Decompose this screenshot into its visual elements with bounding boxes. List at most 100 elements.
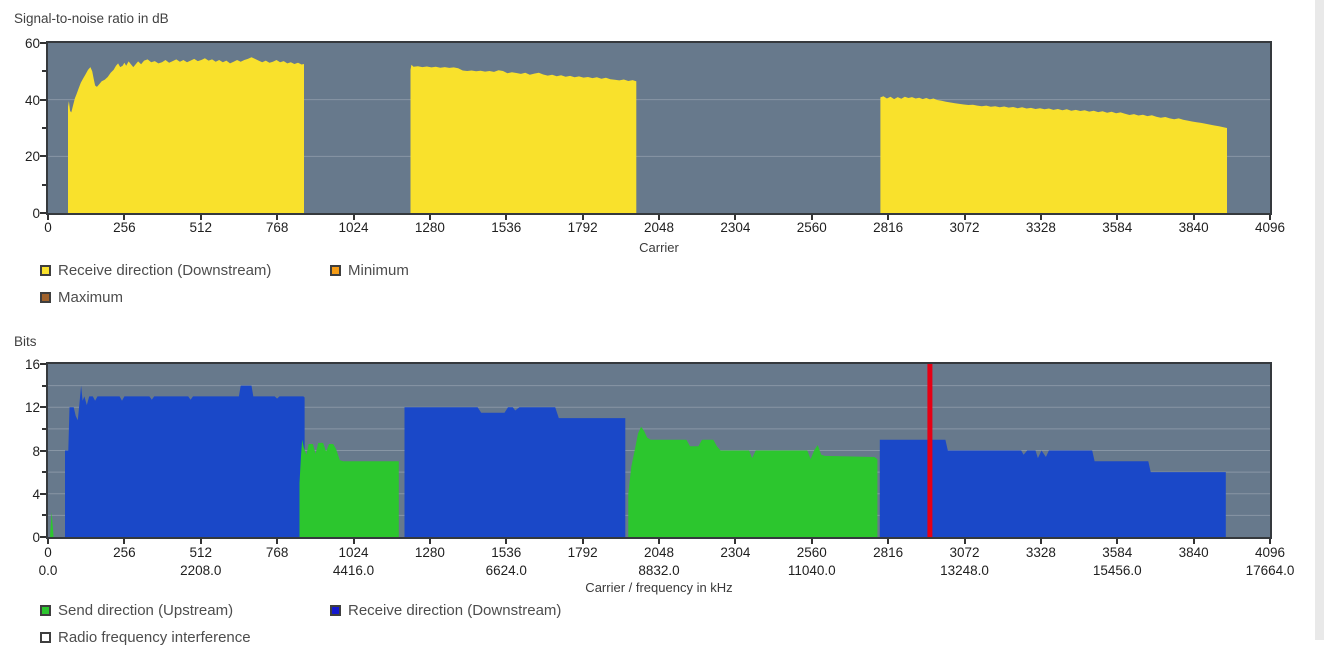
x-tick-mark [581, 539, 584, 544]
y-tick-label: 4 [32, 486, 40, 502]
x-tick-label: 1024 [338, 545, 369, 560]
y-tick-label: 60 [24, 36, 40, 51]
x-tick-label: 4096 [1254, 220, 1286, 235]
x-tick-mark [734, 215, 737, 220]
x-tick-mark [1116, 215, 1119, 220]
x-tick-frequency-label: 4416.0 [332, 563, 375, 578]
x-tick-mark [199, 215, 202, 220]
x-tick-mark [581, 215, 584, 220]
x-tick-frequency-label: 13248.0 [940, 563, 989, 578]
snr-chart-title: Signal-to-noise ratio in dB [14, 11, 169, 26]
x-tick-mark [1192, 539, 1195, 544]
x-tick-mark [276, 539, 279, 544]
x-tick-mark [1039, 215, 1042, 220]
send-direction-upstream-area [299, 439, 399, 537]
x-tick-mark [123, 539, 126, 544]
x-tick-frequency-label: 17664.0 [1245, 563, 1295, 578]
x-tick-mark [1269, 215, 1271, 220]
y-tick-mark [40, 406, 46, 409]
x-tick-label: 2048 [643, 220, 675, 235]
legend-item-maximum: Maximum [40, 288, 123, 306]
receive-direction-downstream-area [880, 96, 1227, 213]
bits-plot-svg [48, 364, 1270, 537]
legend-label: Minimum [348, 261, 409, 279]
receive-direction-downstream-area [68, 57, 304, 213]
x-tick-label: 1792 [567, 220, 598, 235]
y-tick-label: 8 [32, 443, 40, 459]
receive-direction-downstream-area [410, 64, 637, 213]
legend-item-minimum: Minimum [330, 261, 409, 279]
y-tick-label: 0 [32, 206, 40, 221]
legend-item-radio-frequency-interference: Radio frequency interference [40, 628, 251, 646]
x-tick-mark [887, 215, 890, 220]
x-tick-frequency-label: 6624.0 [485, 563, 527, 578]
x-tick-label: 3584 [1102, 220, 1133, 235]
x-tick-label: 3840 [1178, 220, 1209, 235]
x-tick-mark [352, 539, 355, 544]
x-tick-label: 3072 [949, 545, 980, 560]
x-tick-mark [352, 215, 355, 220]
y-tick-mark-minor [42, 183, 46, 186]
legend-swatch-icon [40, 604, 51, 616]
x-tick-mark [1116, 539, 1119, 544]
x-tick-label: 2048 [643, 545, 675, 560]
x-tick-mark [428, 215, 431, 220]
x-tick-label: 2304 [720, 545, 751, 560]
x-tick-label: 3840 [1178, 545, 1209, 560]
y-tick-mark-minor [42, 427, 46, 430]
x-tick-label: 3328 [1025, 545, 1056, 560]
legend-swatch-icon [40, 264, 51, 276]
bits-x-axis-label: Carrier / frequency in kHz [585, 580, 733, 595]
x-tick-label: 256 [113, 220, 136, 235]
x-tick-label: 0 [44, 220, 52, 235]
scrollbar[interactable] [1315, 0, 1324, 640]
legend-label: Radio frequency interference [58, 628, 251, 646]
x-tick-label: 2816 [873, 545, 904, 560]
x-tick-label: 4096 [1254, 545, 1286, 560]
y-tick-label: 40 [24, 92, 40, 108]
x-tick-mark [963, 539, 966, 544]
x-tick-mark [47, 539, 49, 544]
y-tick-label: 12 [24, 400, 40, 416]
legend-item-send-direction-upstream: Send direction (Upstream) [40, 601, 233, 619]
x-tick-mark [963, 215, 966, 220]
y-tick-label: 20 [24, 149, 40, 165]
receive-direction-downstream-area [404, 407, 626, 537]
y-tick-mark [40, 536, 46, 538]
y-tick-mark [40, 98, 46, 101]
y-tick-mark [40, 212, 46, 214]
x-tick-frequency-label: 11040.0 [787, 563, 836, 578]
legend-label: Receive direction (Downstream) [58, 261, 272, 279]
y-tick-mark [40, 155, 46, 158]
x-tick-mark [1269, 539, 1271, 544]
bits-chart-title: Bits [14, 334, 37, 349]
legend-label: Maximum [58, 288, 124, 306]
y-tick-mark-minor [42, 471, 46, 474]
x-tick-label: 2560 [796, 545, 827, 560]
x-tick-label: 3584 [1102, 545, 1133, 560]
send-direction-upstream-area [628, 426, 878, 537]
legend-swatch-icon [330, 604, 341, 616]
x-tick-frequency-label: 0.0 [38, 563, 58, 578]
y-tick-mark [40, 449, 46, 452]
receive-direction-downstream-area [879, 439, 1226, 537]
x-tick-label: 1536 [491, 545, 522, 560]
x-tick-label: 256 [113, 545, 136, 560]
x-tick-label: 1536 [491, 220, 522, 235]
x-tick-label: 1024 [338, 220, 369, 235]
legend-swatch-icon [40, 631, 51, 643]
x-tick-label: 1792 [567, 545, 598, 560]
legend-swatch-icon [330, 264, 341, 276]
x-tick-label: 768 [265, 220, 289, 235]
x-tick-mark [734, 539, 737, 544]
x-tick-label: 2560 [796, 220, 827, 235]
send-direction-upstream-area [50, 512, 54, 537]
x-tick-label: 3328 [1025, 220, 1056, 235]
x-tick-mark [658, 215, 660, 220]
x-tick-frequency-label: 15456.0 [1092, 563, 1142, 578]
x-tick-label: 1280 [414, 545, 445, 560]
x-tick-mark [276, 215, 279, 220]
bits-plot-area [46, 362, 1272, 539]
y-tick-mark-minor [42, 384, 46, 387]
